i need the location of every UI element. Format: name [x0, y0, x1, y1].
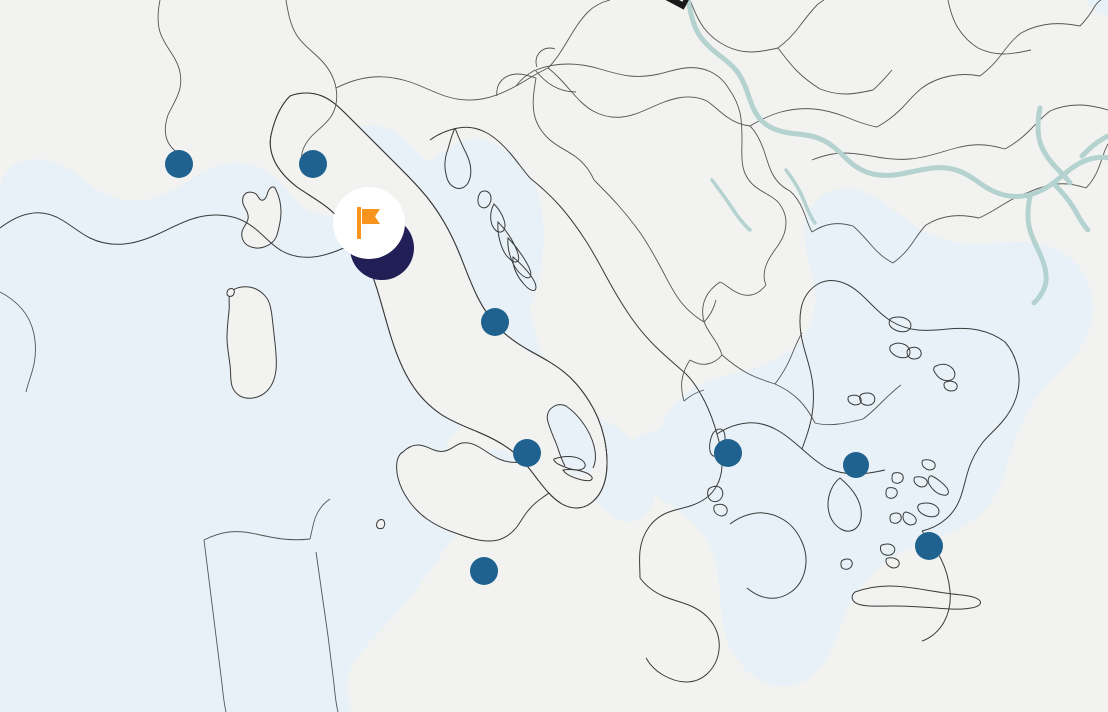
- port-marker-malta[interactable]: [470, 557, 498, 585]
- port-marker-corfu[interactable]: [714, 439, 742, 467]
- selected-marker-bubble[interactable]: [333, 187, 405, 259]
- port-marker-messina[interactable]: [513, 439, 541, 467]
- port-marker-piraeus[interactable]: [843, 452, 869, 478]
- port-marker-marseille[interactable]: [165, 150, 193, 178]
- port-marker-santorini[interactable]: [915, 532, 943, 560]
- port-marker-naples[interactable]: [481, 308, 509, 336]
- port-marker-genoa[interactable]: [299, 150, 327, 178]
- flag-icon: [357, 207, 380, 239]
